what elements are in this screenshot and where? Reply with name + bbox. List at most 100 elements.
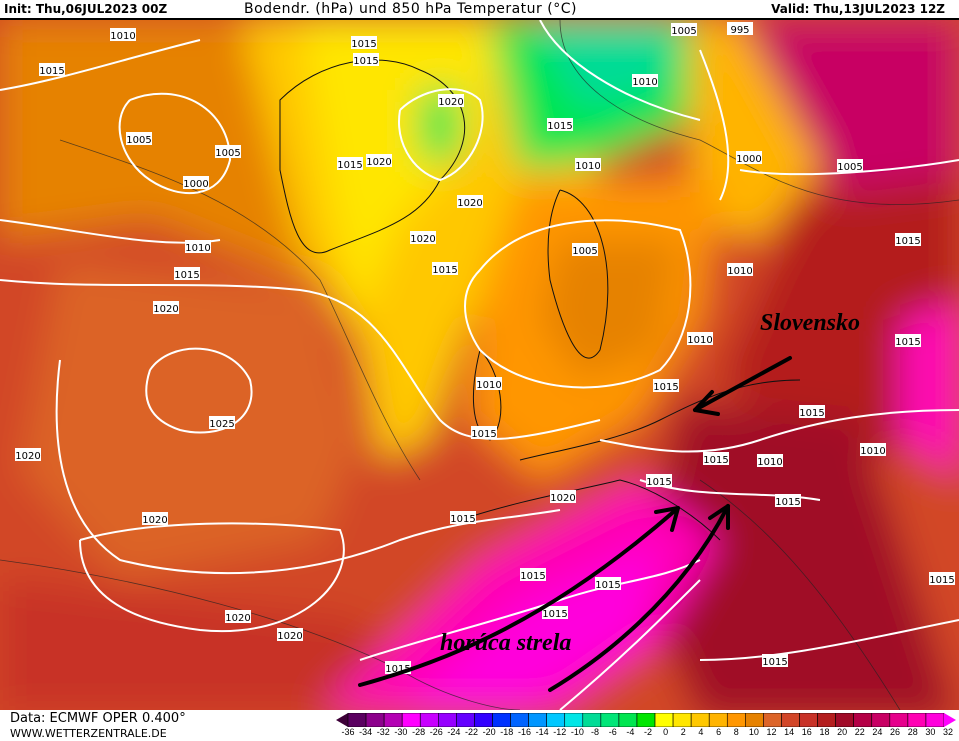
legend-swatch [456,713,475,727]
legend-tick: -32 [376,727,390,737]
isobar-label: 1010 [687,335,712,346]
isobar-label-bg [687,332,713,345]
isobar-label: 1015 [542,609,567,620]
legend-tick: 8 [733,727,739,737]
isobar-label: 1015 [471,429,496,440]
legend-swatch [763,713,782,727]
isobar-label: 1015 [595,580,620,591]
legend-high-arrow [944,713,956,727]
isobar-label: 1010 [476,380,501,391]
footer-bar: Data: ECMWF OPER 0.400° WWW.WETTERZENTRA… [0,710,959,741]
isobar-label-bg [337,157,363,170]
isobar-label-bg [895,334,921,347]
arrow-head [693,390,720,416]
isobar-label: 1015 [646,477,671,488]
isobar-label: 1015 [353,56,378,67]
legend-swatch [817,713,836,727]
legend-tick: 20 [837,727,848,737]
legend-low-arrow [336,713,348,727]
legend-swatch [383,713,403,727]
isobar-label: 1020 [15,451,40,462]
isobar-label-bg [174,267,200,280]
isobar-label-bg [646,474,672,487]
isobar-label-bg [595,577,621,590]
valid-time: Valid: Thu,13JUL2023 12Z [771,2,945,16]
isobar-label: 1010 [110,31,135,42]
isobar-label: 1015 [432,265,457,276]
isobar-label-bg [410,231,436,244]
legend-swatch [546,713,566,727]
isobar-label: 1015 [929,575,954,586]
hot-jet-arrow-2 [548,504,730,692]
isobar-label: 1015 [450,514,475,525]
isobar-label-bg [277,628,303,641]
isobar-label: 1010 [860,446,885,457]
legend-tick: -6 [608,727,617,737]
isobar-label-bg [653,379,679,392]
header-bar: Init: Thu,06JUL2023 00Z Bodendr. (hPa) u… [0,0,959,20]
isobar-label-bg [438,94,464,107]
legend-tick: -24 [447,727,461,737]
isobar-label: 1015 [762,657,787,668]
legend-swatch [781,713,800,727]
isobar-label: 1020 [277,631,302,642]
legend-tick: 24 [872,727,883,737]
isobar-label: 1020 [153,304,178,315]
legend-tick: 4 [698,727,704,737]
legend-swatch [907,713,927,727]
isobar-label: 995 [730,25,749,36]
legend-swatch [438,713,457,727]
isobar-label-bg [762,654,788,667]
legend-swatch [582,713,602,727]
isobar-label-bg [39,63,65,76]
isobar-label-bg [215,145,241,158]
isobar-label: 1015 [385,664,410,675]
isobar-label: 1020 [410,234,435,245]
annotation-hot-jet: horúca strela [440,630,571,656]
isobar-label: 1005 [215,148,240,159]
legend-swatch [889,713,909,727]
data-source: Data: ECMWF OPER 0.400° [10,711,186,726]
legend-tick: -20 [482,727,496,737]
legend-swatch [726,713,746,727]
isobar-label: 1015 [351,39,376,50]
isobar-label: 1010 [632,77,657,88]
isobar-label: 1005 [671,26,696,37]
isobar-label: 1015 [775,497,800,508]
legend-swatch [564,713,584,727]
isobar-label-bg [209,416,235,429]
legend-tick: -14 [535,727,549,737]
legend-tick: 30 [925,727,936,737]
annotation-slovensko: Slovensko [760,310,860,336]
isobar-label-bg [572,243,598,256]
isobar-label-bg [110,28,136,41]
legend-swatch [401,713,421,727]
isobar-label-bg [860,443,886,456]
legend-swatch [654,713,674,727]
legend-tick: 16 [801,727,812,737]
legend-tick: 12 [766,727,777,737]
isobar-label: 1015 [520,571,545,582]
legend-tick: 28 [907,727,918,737]
legend-swatch [492,713,511,727]
isobar-label-bg [542,606,568,619]
legend-swatch [600,713,620,727]
isobar-label-bg [126,132,152,145]
isobar-label-bg [476,377,502,390]
isobar-label-bg [225,610,251,623]
legend-swatch [853,713,873,727]
legend-swatch [347,713,367,727]
isobar-label: 1025 [209,419,234,430]
isobar-label: 1015 [337,160,362,171]
legend-swatch [871,713,891,727]
legend-tick: -34 [359,727,373,737]
isobar-label: 1015 [547,121,572,132]
isobar-label-bg [671,23,697,36]
legend-tick: 10 [748,727,759,737]
legend-tick: -28 [412,727,426,737]
isobar-label-bg [366,154,392,167]
isobar-label: 1015 [174,270,199,281]
isobar-label: 1005 [126,135,151,146]
isobar-label-bg [632,74,658,87]
legend-swatch [799,713,818,727]
